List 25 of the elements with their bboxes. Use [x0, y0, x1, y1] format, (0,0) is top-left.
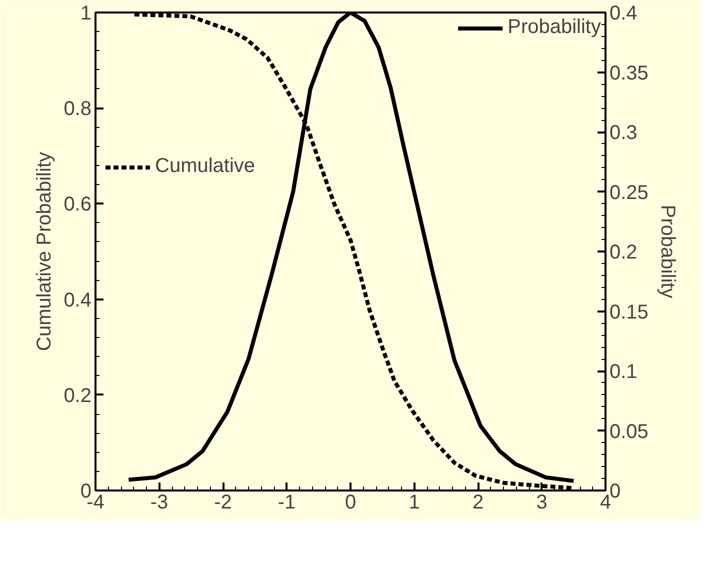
y2-tick-label: 0.3 — [610, 122, 638, 144]
x-tick-label: -2 — [214, 492, 232, 514]
y2-tick-label: 0.35 — [610, 62, 648, 84]
y-tick-label: 0.4 — [64, 289, 92, 312]
x-tick-label: -1 — [278, 492, 296, 514]
legend-label: Probability — [508, 16, 601, 39]
x-tick-label: 3 — [536, 492, 548, 514]
x-tick-label: 4 — [600, 492, 612, 514]
y-tick-label: 0.8 — [64, 98, 92, 120]
y2-tick-label: 0.25 — [610, 182, 648, 204]
x-tick-label: 0 — [344, 492, 356, 514]
y-tick-label: 0.2 — [64, 384, 92, 407]
y2-axis-title: Probability — [656, 204, 678, 298]
y-axis-title: Cumulative Probability — [34, 152, 56, 351]
y-tick-label: 0.6 — [64, 194, 92, 216]
y2-tick-label: 0.4 — [610, 2, 638, 24]
x-tick-label: -3 — [150, 492, 168, 514]
x-tick-label: 1 — [408, 492, 420, 514]
legend-label: Cumulative — [155, 155, 256, 178]
y2-tick-label: 0.05 — [610, 420, 648, 443]
y2-tick-label: 0.1 — [610, 361, 638, 383]
y2-tick-label: 0.2 — [610, 242, 638, 264]
y-tick-label: 1 — [80, 2, 92, 24]
x-tick-label: 2 — [472, 492, 484, 514]
y2-tick-label: 0.15 — [610, 301, 648, 324]
